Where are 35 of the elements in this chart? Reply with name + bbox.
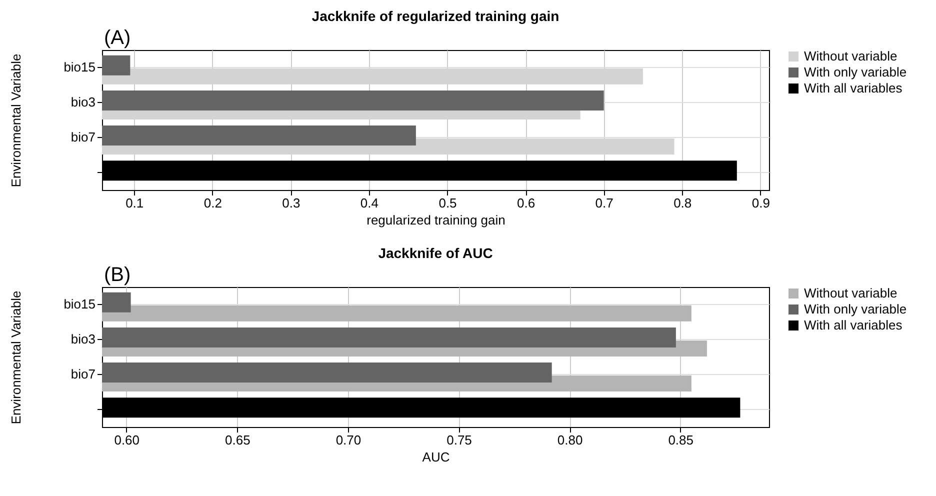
x-tick-label: 0.6 — [516, 196, 536, 210]
legend-label: Without variable — [804, 286, 898, 300]
x-tick-label: 0.75 — [446, 432, 472, 448]
x-tick-label: 0.5 — [438, 196, 457, 210]
text: (B) — [104, 264, 131, 286]
x-tick-label: 0.80 — [557, 432, 583, 448]
chart-title: Jackknife of regularized training gain — [312, 8, 560, 24]
legend-label: With all variables — [804, 80, 903, 96]
y-tick-label: bio7 — [70, 130, 96, 145]
y-axis-title: Environmental Variable — [8, 54, 24, 188]
text: (A) — [104, 27, 131, 49]
x-tick-label: 0.65 — [225, 432, 250, 448]
y-tick-label: bio15 — [64, 296, 96, 312]
y-tick-label: bio3 — [70, 331, 96, 346]
x-tick-label: 0.7 — [595, 196, 614, 210]
legend-label: With only variable — [804, 64, 907, 80]
x-tick-label: 0.9 — [752, 196, 770, 210]
x-tick-label: 0.4 — [360, 196, 378, 210]
y-tick-label: bio15 — [64, 59, 96, 74]
x-axis-title: AUC — [422, 450, 450, 464]
x-tick-label: 0.70 — [336, 432, 362, 448]
x-tick-label: 0.8 — [674, 196, 692, 210]
x-tick-label: 0.2 — [204, 196, 222, 210]
y-axis-title: Environmental Variable — [8, 290, 24, 424]
legend-label: Without variable — [804, 48, 898, 64]
x-axis-title: regularized training gain — [366, 212, 506, 228]
x-tick-label: 0.3 — [282, 196, 300, 210]
y-tick-label: bio7 — [70, 366, 96, 382]
legend-label: With only variable — [804, 302, 907, 316]
x-tick-label: 0.60 — [114, 432, 140, 448]
x-tick-label: 0.1 — [126, 196, 144, 210]
y-tick-label: bio3 — [70, 94, 96, 110]
x-tick-label: 0.85 — [668, 432, 694, 448]
chart-title: Jackknife of AUC — [378, 245, 493, 261]
legend-label: With all variables — [804, 318, 903, 332]
